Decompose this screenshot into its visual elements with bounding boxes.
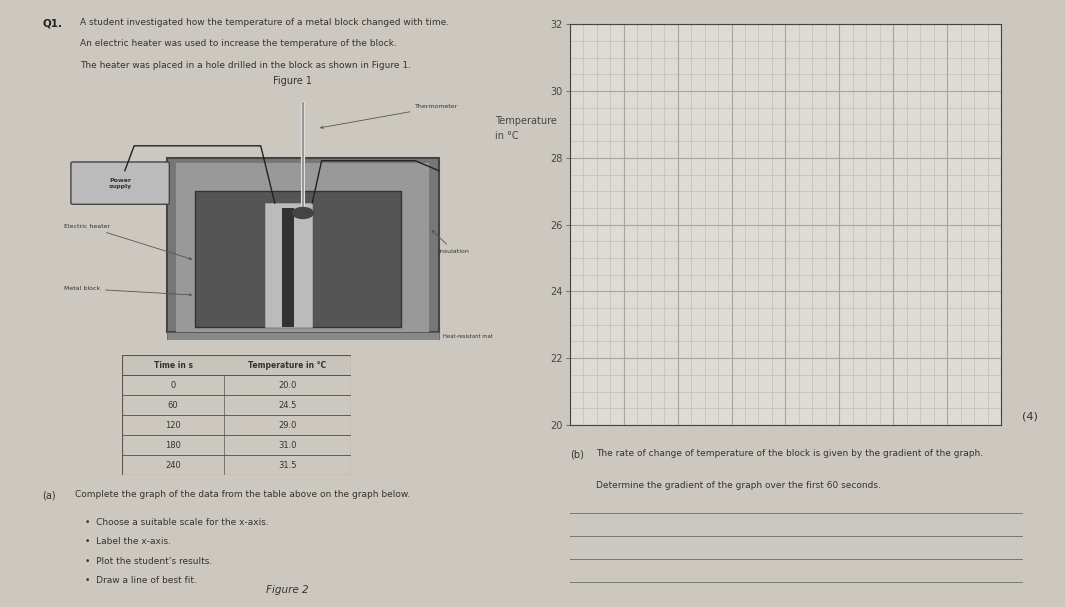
Text: in °C: in °C (495, 132, 519, 141)
Text: Complete the graph of the data from the table above on the graph below.: Complete the graph of the data from the … (75, 490, 410, 500)
Text: Power
supply: Power supply (109, 178, 132, 189)
Text: (a): (a) (43, 490, 56, 500)
Text: (b): (b) (570, 449, 584, 459)
FancyBboxPatch shape (265, 203, 312, 328)
Text: Temperature: Temperature (495, 117, 557, 126)
FancyBboxPatch shape (167, 333, 439, 340)
Text: •  Label the x-axis.: • Label the x-axis. (85, 537, 171, 546)
Text: 31.0: 31.0 (278, 441, 297, 450)
Text: 120: 120 (165, 421, 181, 430)
Text: The rate of change of temperature of the block is given by the gradient of the g: The rate of change of temperature of the… (596, 449, 983, 458)
Text: 29.0: 29.0 (278, 421, 297, 430)
Text: A student investigated how the temperature of a metal block changed with time.: A student investigated how the temperatu… (80, 18, 449, 27)
Text: Insulation: Insulation (432, 231, 470, 254)
Text: Figure 2: Figure 2 (266, 585, 309, 595)
Text: 240: 240 (165, 461, 181, 470)
Text: Time in s: Time in s (153, 361, 193, 370)
FancyBboxPatch shape (282, 208, 294, 328)
Text: An electric heater was used to increase the temperature of the block.: An electric heater was used to increase … (80, 39, 396, 49)
Text: 24.5: 24.5 (278, 401, 297, 410)
Text: 60: 60 (168, 401, 178, 410)
FancyBboxPatch shape (122, 355, 351, 375)
FancyBboxPatch shape (195, 191, 402, 328)
Text: Heat-resistant mat: Heat-resistant mat (443, 334, 493, 339)
Text: •  Plot the student’s results.: • Plot the student’s results. (85, 557, 212, 566)
Text: 20.0: 20.0 (278, 381, 297, 390)
FancyBboxPatch shape (167, 158, 439, 333)
Text: •  Choose a suitable scale for the x-axis.: • Choose a suitable scale for the x-axis… (85, 518, 269, 527)
Text: Temperature in °C: Temperature in °C (248, 361, 327, 370)
FancyBboxPatch shape (177, 163, 429, 333)
Text: The heater was placed in a hole drilled in the block as shown in Figure 1.: The heater was placed in a hole drilled … (80, 61, 411, 70)
Text: Metal block: Metal block (64, 286, 192, 296)
Text: •  Draw a line of best fit.: • Draw a line of best fit. (85, 576, 197, 585)
Text: Thermometer: Thermometer (321, 104, 459, 129)
Text: 180: 180 (165, 441, 181, 450)
Circle shape (293, 208, 313, 219)
Text: Electric heater: Electric heater (64, 224, 192, 260)
Text: Determine the gradient of the graph over the first 60 seconds.: Determine the gradient of the graph over… (596, 481, 881, 490)
Text: 0: 0 (170, 381, 176, 390)
Text: Q1.: Q1. (43, 18, 63, 28)
Text: (4): (4) (1022, 412, 1038, 422)
Text: Figure 1: Figure 1 (274, 76, 312, 86)
Text: 31.5: 31.5 (278, 461, 297, 470)
FancyBboxPatch shape (71, 162, 169, 205)
